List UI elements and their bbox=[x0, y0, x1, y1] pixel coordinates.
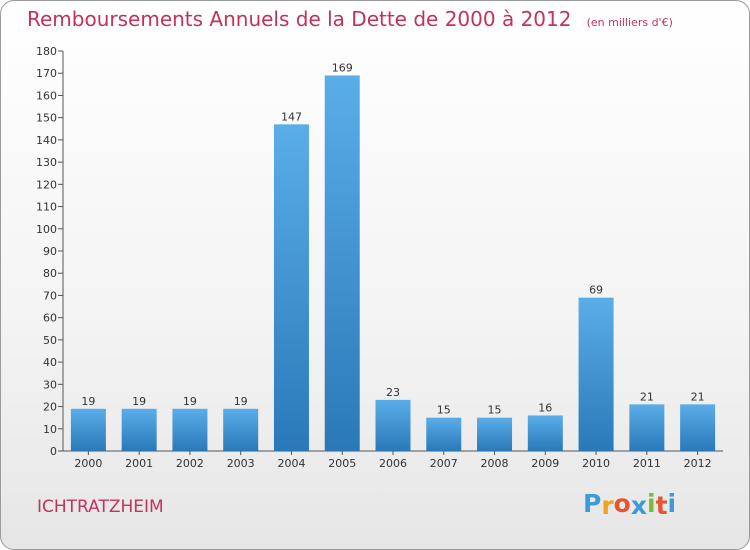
y-tick-label: 120 bbox=[36, 178, 57, 191]
bar bbox=[121, 408, 157, 451]
proxiti-logo: Proxiti bbox=[583, 489, 677, 520]
x-tick-label: 2002 bbox=[176, 457, 204, 470]
logo-letter: r bbox=[601, 491, 614, 520]
bar-value-label: 16 bbox=[538, 401, 552, 414]
bar bbox=[477, 417, 513, 451]
y-tick-label: 150 bbox=[36, 112, 57, 125]
y-tick-label: 100 bbox=[36, 223, 57, 236]
y-tick-label: 60 bbox=[43, 312, 57, 325]
bar-value-label: 15 bbox=[437, 404, 451, 417]
y-tick-label: 180 bbox=[36, 45, 57, 58]
y-tick-label: 140 bbox=[36, 134, 57, 147]
bar bbox=[172, 408, 208, 451]
y-tick-label: 10 bbox=[43, 423, 57, 436]
bar-value-label: 169 bbox=[332, 61, 353, 74]
y-tick-label: 160 bbox=[36, 89, 57, 102]
y-tick-label: 20 bbox=[43, 401, 57, 414]
x-tick-label: 2012 bbox=[684, 457, 712, 470]
chart-bars: 19 19 19 19 147 169 23 15 15 16 69 21 21 bbox=[70, 61, 716, 451]
x-tick-label: 2007 bbox=[430, 457, 458, 470]
logo-letter: t bbox=[655, 491, 668, 520]
bar bbox=[223, 408, 259, 451]
city-name: ICHTRATZHEIM bbox=[37, 497, 164, 517]
x-tick-label: 2004 bbox=[277, 457, 305, 470]
bar-value-label: 15 bbox=[488, 404, 502, 417]
logo-letter: i bbox=[647, 489, 656, 518]
bar bbox=[629, 404, 665, 451]
bar-value-label: 19 bbox=[132, 395, 146, 408]
y-tick-label: 0 bbox=[50, 445, 57, 458]
bar-value-label: 147 bbox=[281, 110, 302, 123]
title-row: Remboursements Annuels de la Dette de 20… bbox=[27, 7, 673, 31]
y-tick-label: 70 bbox=[43, 289, 57, 302]
bar-value-label: 19 bbox=[81, 395, 95, 408]
x-tick-label: 2000 bbox=[74, 457, 102, 470]
x-tick-label: 2001 bbox=[125, 457, 153, 470]
bar bbox=[578, 297, 614, 451]
x-tick-label: 2011 bbox=[633, 457, 661, 470]
y-tick-label: 80 bbox=[43, 267, 57, 280]
y-tick-label: 40 bbox=[43, 356, 57, 369]
bar bbox=[426, 417, 462, 451]
logo-letter: i bbox=[667, 489, 677, 518]
bar-value-label: 23 bbox=[386, 386, 400, 399]
bar bbox=[375, 399, 411, 451]
bar bbox=[273, 124, 309, 451]
bar bbox=[70, 408, 106, 451]
bar bbox=[680, 404, 716, 451]
y-tick-label: 90 bbox=[43, 245, 57, 258]
bar-value-label: 19 bbox=[183, 395, 197, 408]
bar bbox=[324, 75, 360, 451]
bar bbox=[527, 415, 563, 451]
logo-letter: P bbox=[583, 489, 602, 518]
y-tick-label: 130 bbox=[36, 156, 57, 169]
bar-value-label: 19 bbox=[234, 395, 248, 408]
x-tick-label: 2009 bbox=[531, 457, 559, 470]
bar-value-label: 21 bbox=[640, 390, 654, 403]
y-tick-label: 30 bbox=[43, 378, 57, 391]
bar-value-label: 21 bbox=[691, 390, 705, 403]
x-tick-label: 2008 bbox=[481, 457, 509, 470]
y-tick-label: 110 bbox=[36, 201, 57, 214]
x-tick-label: 2010 bbox=[582, 457, 610, 470]
x-tick-label: 2005 bbox=[328, 457, 356, 470]
chart-subtitle: (en milliers d'€) bbox=[586, 16, 673, 29]
y-tick-label: 50 bbox=[43, 334, 57, 347]
logo-letter: x bbox=[630, 491, 647, 520]
bar-value-label: 69 bbox=[589, 284, 603, 297]
x-tick-label: 2003 bbox=[227, 457, 255, 470]
x-tick-label: 2006 bbox=[379, 457, 407, 470]
logo-letter: o bbox=[613, 489, 631, 518]
chart-axes: 0 10 20 30 40 50 60 70 80 90 100 110 120 130 140 150 160… bbox=[36, 45, 723, 470]
y-tick-label: 170 bbox=[36, 67, 57, 80]
chart-title: Remboursements Annuels de la Dette de 20… bbox=[27, 7, 572, 31]
